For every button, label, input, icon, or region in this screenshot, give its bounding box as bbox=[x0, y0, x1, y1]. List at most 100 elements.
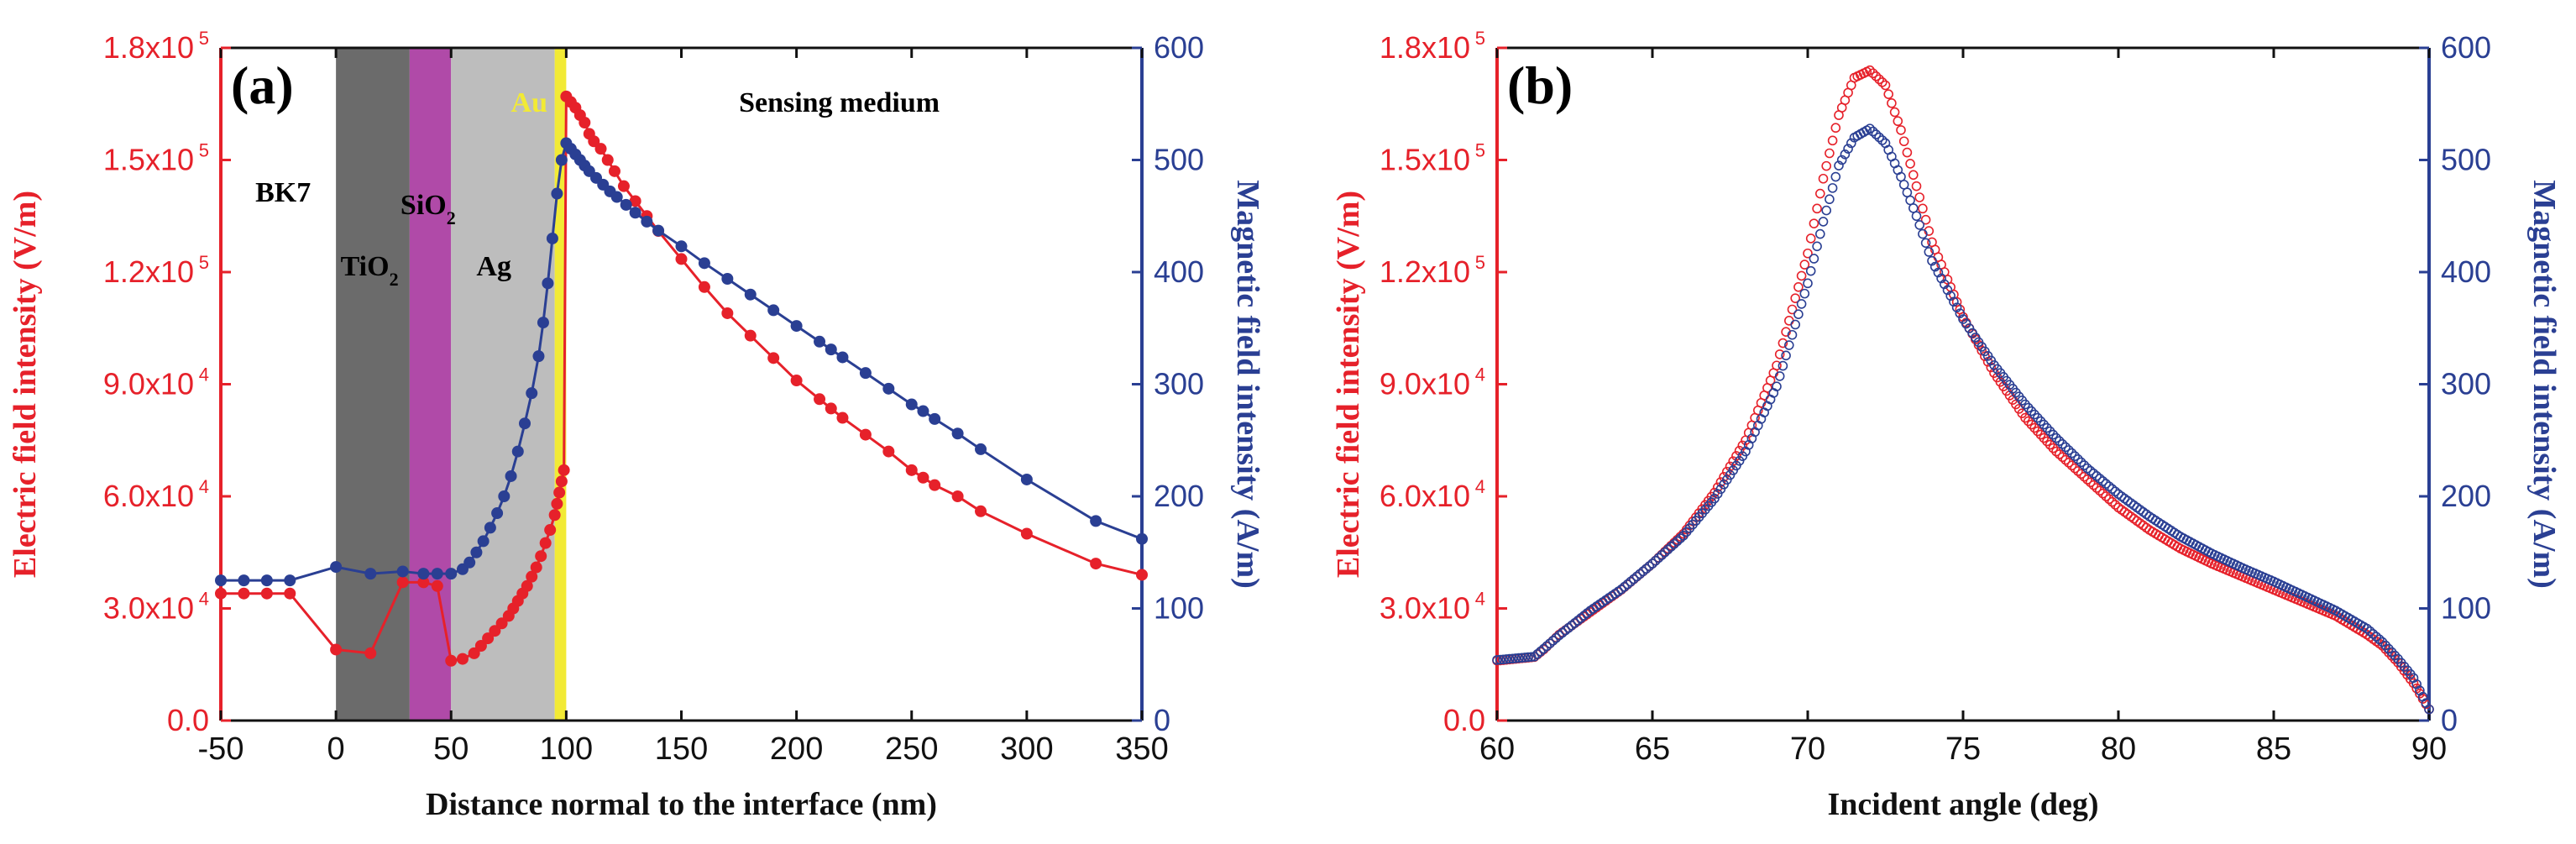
data-point bbox=[698, 280, 710, 293]
data-point bbox=[1818, 217, 1829, 227]
data-point bbox=[2390, 650, 2401, 661]
data-point bbox=[364, 647, 377, 659]
data-point bbox=[2386, 647, 2397, 658]
x-tick-label: 80 bbox=[2101, 731, 2136, 767]
data-point bbox=[2060, 454, 2071, 465]
data-point bbox=[1818, 173, 1829, 184]
y-left-tick-exponent: 5 bbox=[199, 252, 209, 273]
data-point bbox=[1898, 136, 1909, 147]
data-point bbox=[482, 632, 495, 645]
data-point bbox=[555, 475, 568, 488]
x-tick-label: 85 bbox=[2256, 731, 2291, 767]
y-left-tick-label: 1.5x10 bbox=[103, 143, 194, 177]
data-point bbox=[260, 574, 273, 587]
data-point bbox=[546, 232, 558, 244]
data-point bbox=[1772, 381, 1782, 391]
data-point bbox=[1551, 632, 1562, 643]
data-point bbox=[463, 556, 476, 569]
data-point bbox=[495, 617, 508, 630]
data-point bbox=[1498, 654, 1509, 665]
data-point bbox=[1809, 218, 1819, 228]
data-point bbox=[2092, 471, 2102, 481]
data-point bbox=[790, 375, 803, 387]
data-point bbox=[1877, 135, 1887, 145]
data-point bbox=[2020, 412, 2030, 423]
y-right-tick-label: 400 bbox=[2441, 254, 2491, 289]
data-point bbox=[477, 535, 490, 548]
data-point bbox=[1911, 181, 1922, 191]
data-point bbox=[1635, 569, 1645, 579]
data-point bbox=[284, 587, 296, 600]
data-point bbox=[417, 576, 430, 589]
data-point bbox=[532, 350, 545, 363]
data-point bbox=[1836, 155, 1847, 165]
data-point bbox=[2064, 458, 2074, 468]
data-point bbox=[1880, 80, 1891, 91]
data-point bbox=[1666, 542, 1676, 552]
data-point bbox=[1955, 308, 1966, 318]
y-right-tick-label: 100 bbox=[1154, 591, 1204, 626]
data-point bbox=[2085, 465, 2096, 476]
data-point bbox=[215, 574, 227, 587]
data-point bbox=[1090, 558, 1102, 570]
data-point bbox=[1889, 107, 1900, 118]
data-point bbox=[2051, 432, 2061, 443]
data-point bbox=[1529, 652, 1540, 662]
data-point bbox=[1784, 316, 1794, 326]
x-tick-label: 200 bbox=[770, 731, 823, 767]
region-band bbox=[409, 48, 452, 721]
data-point bbox=[1830, 123, 1841, 134]
data-point bbox=[905, 464, 918, 476]
region-label: TiO2 bbox=[341, 251, 399, 290]
y-left-tick-exponent: 5 bbox=[1475, 140, 1485, 161]
data-point bbox=[2097, 488, 2108, 499]
y-left-tick-label: 6.0x10 bbox=[103, 479, 194, 513]
data-point bbox=[675, 253, 688, 265]
data-point bbox=[1660, 547, 1670, 558]
data-point bbox=[1662, 544, 1673, 555]
x-tick-label: 75 bbox=[1945, 731, 1981, 767]
data-point bbox=[1825, 148, 1835, 159]
data-point bbox=[2033, 412, 2043, 423]
data-point bbox=[330, 643, 343, 656]
data-point bbox=[2079, 471, 2090, 482]
data-point bbox=[1644, 561, 1655, 571]
data-point bbox=[721, 273, 734, 286]
y-right-tick-label: 600 bbox=[1154, 30, 1204, 65]
y-left-axis-label: Electric field intensity (V/m) bbox=[1331, 191, 1366, 578]
y-left-tick-label: 1.8x10 bbox=[103, 30, 194, 65]
data-point bbox=[767, 352, 780, 364]
data-point bbox=[594, 143, 607, 155]
data-point bbox=[1799, 259, 1810, 270]
data-point bbox=[1784, 340, 1794, 350]
data-point bbox=[1647, 558, 1657, 569]
data-point bbox=[1547, 636, 1558, 646]
data-point bbox=[1790, 319, 1800, 330]
data-point bbox=[1920, 214, 1931, 225]
y-left-tick-label: 0.0 bbox=[167, 703, 209, 737]
data-point bbox=[1793, 309, 1804, 319]
data-point bbox=[2364, 626, 2375, 637]
data-point bbox=[1492, 655, 1502, 665]
data-point bbox=[551, 187, 563, 200]
data-point bbox=[1520, 653, 1531, 663]
data-point bbox=[2066, 460, 2077, 471]
data-point bbox=[1945, 291, 1956, 301]
y-left-tick-label: 9.0x10 bbox=[1380, 367, 1470, 401]
data-point bbox=[2029, 422, 2039, 433]
data-point bbox=[975, 505, 987, 517]
y-right-tick-label: 600 bbox=[2441, 30, 2491, 65]
data-point bbox=[1523, 652, 1533, 663]
data-point bbox=[2048, 429, 2059, 440]
data-point bbox=[1805, 233, 1816, 244]
data-point bbox=[2097, 476, 2108, 486]
data-point bbox=[814, 335, 826, 348]
data-point bbox=[1653, 553, 1664, 564]
data-point bbox=[1883, 89, 1893, 99]
data-point bbox=[1136, 569, 1148, 581]
data-point bbox=[1790, 293, 1800, 303]
data-point bbox=[2110, 486, 2121, 497]
data-point bbox=[744, 329, 757, 342]
data-point bbox=[2380, 640, 2390, 651]
